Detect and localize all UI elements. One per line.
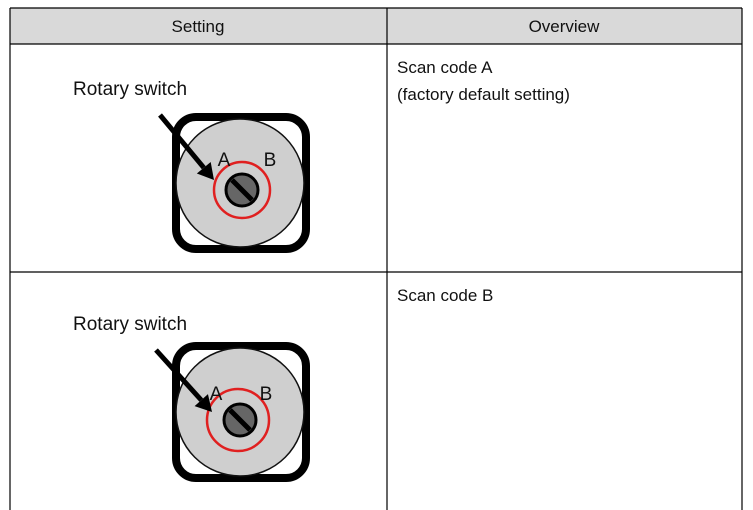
switch-label: Rotary switch bbox=[73, 79, 187, 100]
column-header: Overview bbox=[529, 17, 601, 36]
selector-ring bbox=[205, 387, 271, 453]
header-background bbox=[10, 8, 742, 44]
switch-label: Rotary switch bbox=[73, 314, 187, 335]
overview-text: (factory default setting) bbox=[397, 85, 570, 104]
position-mark: B bbox=[264, 150, 277, 171]
overview-text: Scan code A bbox=[397, 58, 493, 77]
position-mark: B bbox=[260, 384, 273, 405]
knob-slot bbox=[230, 178, 254, 202]
pointer-arrow bbox=[154, 348, 204, 402]
position-mark: A bbox=[218, 150, 231, 171]
pointer-arrowhead bbox=[196, 161, 214, 180]
knob-slot bbox=[228, 408, 252, 432]
position-mark: A bbox=[210, 384, 223, 405]
pointer-arrow bbox=[158, 113, 206, 170]
pointer-arrowhead bbox=[194, 394, 212, 412]
selector-ring bbox=[212, 160, 272, 220]
column-header: Setting bbox=[172, 17, 225, 36]
overview-text: Scan code B bbox=[397, 286, 493, 305]
